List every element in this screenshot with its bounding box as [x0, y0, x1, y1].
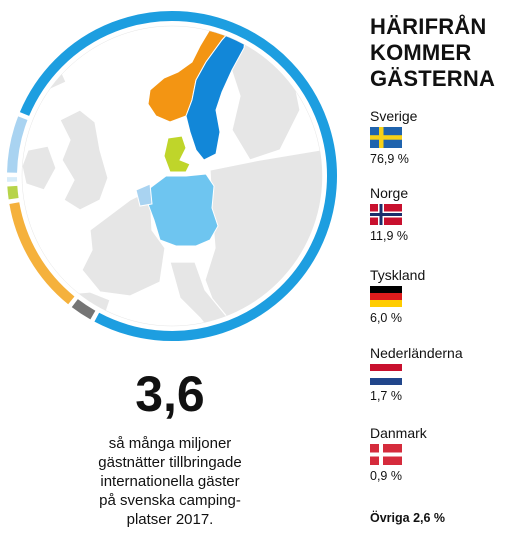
stat-caption: så många miljoner gästnätter tillbringad…: [70, 434, 270, 529]
denmark-flag-icon: [370, 444, 402, 465]
legend-value: 11,9 %: [370, 229, 408, 243]
map-sweden: [185, 26, 247, 161]
map-germany: [147, 173, 219, 247]
legend-label: Danmark: [370, 425, 427, 441]
legend-value: 76,9 %: [370, 152, 409, 166]
stat-caption-line-5: platser 2017.: [126, 511, 214, 528]
legend-item-nederlanderna: Nederländerna 1,7 %: [370, 345, 520, 403]
europe-map: [22, 26, 322, 326]
stat-caption-line-4: på svenska camping-: [99, 492, 241, 509]
legend-others: Övriga 2,6 %: [370, 511, 446, 525]
chart-title-line-1: HÄRIFRÅN: [370, 14, 487, 39]
ring-segment-sverige: [19, 11, 337, 341]
legend-label: Norge: [370, 185, 409, 201]
germany-flag-icon: [370, 286, 402, 307]
stat-caption-line-1: så många miljoner: [108, 435, 232, 452]
donut-map-chart: [7, 11, 337, 341]
chart-title-line-2: KOMMER: [370, 40, 472, 65]
legend-value: 1,7 %: [370, 389, 402, 403]
map-denmark: [163, 135, 191, 173]
legend-label: Tyskland: [370, 267, 426, 283]
stat-number: 3,6: [135, 366, 205, 422]
legend-item-danmark: Danmark 0,9 %: [370, 425, 520, 483]
ring-segment-vriga: [71, 299, 96, 320]
uk-ireland-land: [59, 109, 109, 211]
chart-title: HÄRIFRÅN KOMMER GÄSTERNA: [370, 14, 520, 92]
map-netherlands: [135, 183, 153, 207]
legend-label: Nederländerna: [370, 345, 463, 361]
legend-label: Sverige: [370, 108, 418, 124]
ring-segment-norge: [9, 202, 75, 305]
stat-caption-line-3: internationella gäster: [100, 473, 240, 490]
legend-value: 6,0 %: [370, 311, 402, 325]
legend-value: 0,9 %: [370, 469, 402, 483]
legend-item-norge: Norge 11,9 %: [370, 185, 520, 243]
ireland-land: [22, 145, 57, 191]
legend-item-tyskland: Tyskland 6,0 %: [370, 267, 520, 325]
netherlands-flag-icon: [370, 364, 402, 385]
map-outline: [21, 25, 323, 327]
stat-caption-line-2: gästnätter tillbringade: [98, 454, 242, 471]
ring-segment-nederlnderna: [7, 185, 19, 200]
sweden-flag-icon: [370, 127, 402, 148]
norway-flag-icon: [370, 204, 402, 225]
chart-title-line-3: GÄSTERNA: [370, 66, 496, 91]
legend-item-sverige: Sverige 76,9 %: [370, 108, 520, 166]
ring-segment-tyskland: [7, 116, 28, 173]
donut-ring: [7, 11, 337, 341]
